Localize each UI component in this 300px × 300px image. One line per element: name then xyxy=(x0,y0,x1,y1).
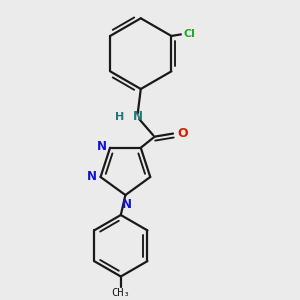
Text: Cl: Cl xyxy=(184,29,196,39)
Text: N: N xyxy=(96,140,106,153)
Text: H: H xyxy=(115,112,124,122)
Text: N: N xyxy=(133,110,143,123)
Text: N: N xyxy=(122,198,132,211)
Text: CH₃: CH₃ xyxy=(111,288,130,298)
Text: N: N xyxy=(87,170,97,184)
Text: O: O xyxy=(178,127,188,140)
